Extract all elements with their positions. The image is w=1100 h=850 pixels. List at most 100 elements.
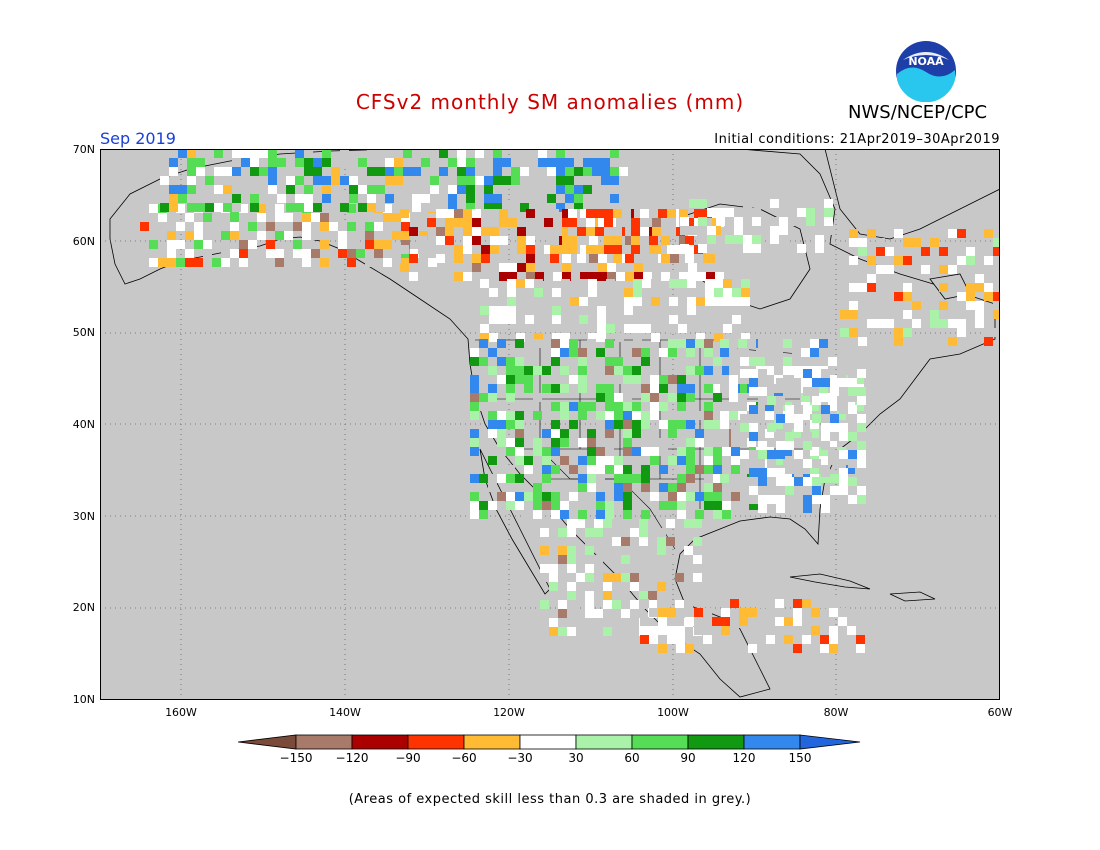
anomaly-cell [526,209,535,218]
anomaly-cell [349,185,358,194]
anomaly-cell [729,339,738,348]
anomaly-cell [358,194,367,203]
anomaly-cell [418,218,427,227]
anomaly-cell [614,411,623,420]
anomaly-cell [596,420,605,429]
anomaly-cell [574,194,583,203]
anomaly-cell [684,546,693,555]
anomaly-cell [466,158,475,167]
anomaly-cell [641,465,650,474]
anomaly-cell [556,176,565,185]
anomaly-cell [810,465,819,474]
anomaly-cell [589,236,598,245]
anomaly-cell [720,375,729,384]
anomaly-cell [812,396,821,405]
anomaly-cell [524,375,533,384]
anomaly-cell [448,185,457,194]
anomaly-cell [481,209,490,218]
anomaly-cell [293,258,302,267]
anomaly-cell [803,495,812,504]
anomaly-cell [930,292,939,301]
anomaly-cell [939,301,948,310]
anomaly-cell [785,486,794,495]
anomaly-cell [730,599,739,608]
anomaly-cell [622,218,631,227]
anomaly-cell [802,599,811,608]
anomaly-cell [409,272,418,281]
anomaly-cell [472,272,481,281]
anomaly-cell [507,279,516,288]
anomaly-cell [463,209,472,218]
anomaly-cell [706,272,715,281]
anomaly-cell [659,420,668,429]
anomaly-cell [828,402,837,411]
anomaly-cell [634,263,643,272]
anomaly-cell [740,486,749,495]
anomaly-cell [540,546,549,555]
anomaly-cell [607,254,616,263]
legend-tick: 150 [788,751,812,765]
anomaly-cell [767,423,776,432]
anomaly-cell [430,185,439,194]
anomaly-cell [839,450,848,459]
anomaly-cell [401,204,410,213]
anomaly-cell [876,238,885,247]
anomaly-cell [765,411,774,420]
anomaly-cell [578,510,587,519]
anomaly-cell [713,393,722,402]
anomaly-cell [418,263,427,272]
anomaly-cell [680,226,689,235]
anomaly-cell [403,185,412,194]
legend-bin-7 [631,734,689,750]
anomaly-cell [601,176,610,185]
anomaly-cell [803,369,812,378]
lon-label-120w: 120W [493,706,525,719]
anomaly-cell [266,240,275,249]
anomaly-cell [475,194,484,203]
anomaly-cell [561,315,570,324]
anomaly-cell [544,263,553,272]
anomaly-cell [731,447,740,456]
anomaly-cell [775,644,784,653]
anomaly-cell [619,167,628,176]
anomaly-cell [984,337,993,346]
anomaly-cell [533,456,542,465]
anomaly-cell [551,357,560,366]
anomaly-cell [839,378,848,387]
anomaly-cell [565,203,574,212]
anomaly-cell [693,519,702,528]
anomaly-cell [657,537,666,546]
anomaly-cell [623,510,632,519]
anomaly-cell [583,185,592,194]
anomaly-cell [385,194,394,203]
anomaly-cell [713,384,722,393]
anomaly-cell [840,256,849,265]
anomaly-cell [713,483,722,492]
anomaly-cell [666,537,675,546]
anomaly-cell [658,599,667,608]
anomaly-cell [650,411,659,420]
anomaly-cell [632,420,641,429]
anomaly-cell [641,393,650,402]
anomaly-cell [205,176,214,185]
anomaly-cell [749,501,758,510]
anomaly-cell [721,635,730,644]
anomaly-cell [657,591,666,600]
anomaly-cell [840,328,849,337]
lat-label-40n: 40N [72,418,95,431]
anomaly-cell [577,227,586,236]
anomaly-cell [569,510,578,519]
anomaly-cell [783,447,792,456]
anomaly-cell [535,272,544,281]
anomaly-cell [848,477,857,486]
anomaly-cell [957,319,966,328]
anomaly-cell [187,158,196,167]
anomaly-cell [558,618,567,627]
anomaly-cell [293,222,302,231]
anomaly-cell [517,263,526,272]
anomaly-cell [639,528,648,537]
anomaly-cell [569,420,578,429]
anomaly-cell [704,465,713,474]
anomaly-cell [713,501,722,510]
anomaly-cell [470,393,479,402]
